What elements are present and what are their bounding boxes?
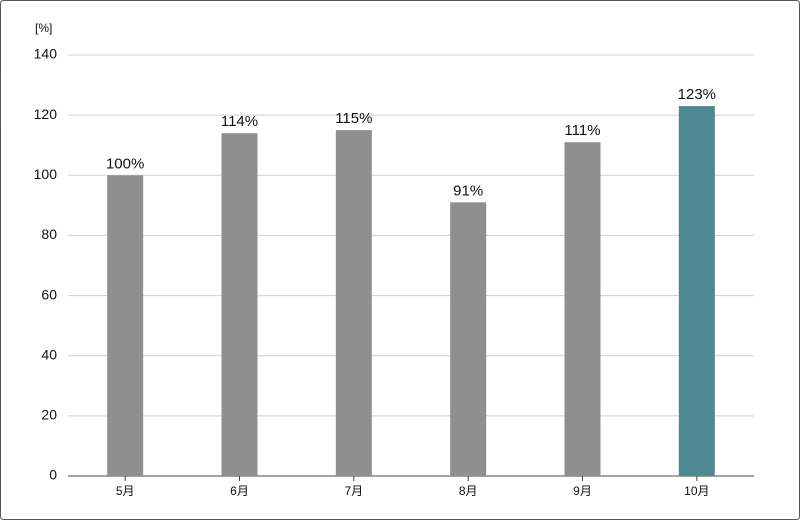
y-tick-label: 120 [34, 106, 58, 122]
y-tick-label: 140 [34, 46, 58, 62]
y-tick-label: 0 [49, 467, 57, 483]
x-tick-label: 7月 [344, 484, 363, 498]
value-label: 114% [221, 113, 258, 130]
x-tick-label: 9月 [573, 484, 592, 498]
bar [335, 130, 372, 476]
y-tick-label: 60 [41, 286, 57, 302]
bar [678, 106, 715, 476]
x-tick-label: 5月 [116, 484, 135, 498]
x-tick-label: 8月 [459, 484, 478, 498]
y-tick-label: 100 [34, 166, 58, 182]
bar [564, 142, 601, 476]
bar [221, 133, 258, 476]
value-label: 100% [106, 155, 144, 172]
value-label: 91% [453, 182, 483, 199]
bar [107, 175, 144, 477]
x-tick-label: 6月 [230, 484, 249, 498]
y-axis-label: [%] [35, 21, 52, 35]
x-tick-label: 10月 [684, 484, 709, 498]
y-tick-label: 20 [41, 407, 57, 423]
value-label: 123% [678, 86, 716, 103]
value-label: 111% [564, 122, 600, 139]
value-label: 115% [335, 110, 372, 127]
bar [450, 202, 487, 476]
y-tick-label: 80 [41, 226, 57, 242]
y-tick-label: 40 [41, 346, 57, 362]
